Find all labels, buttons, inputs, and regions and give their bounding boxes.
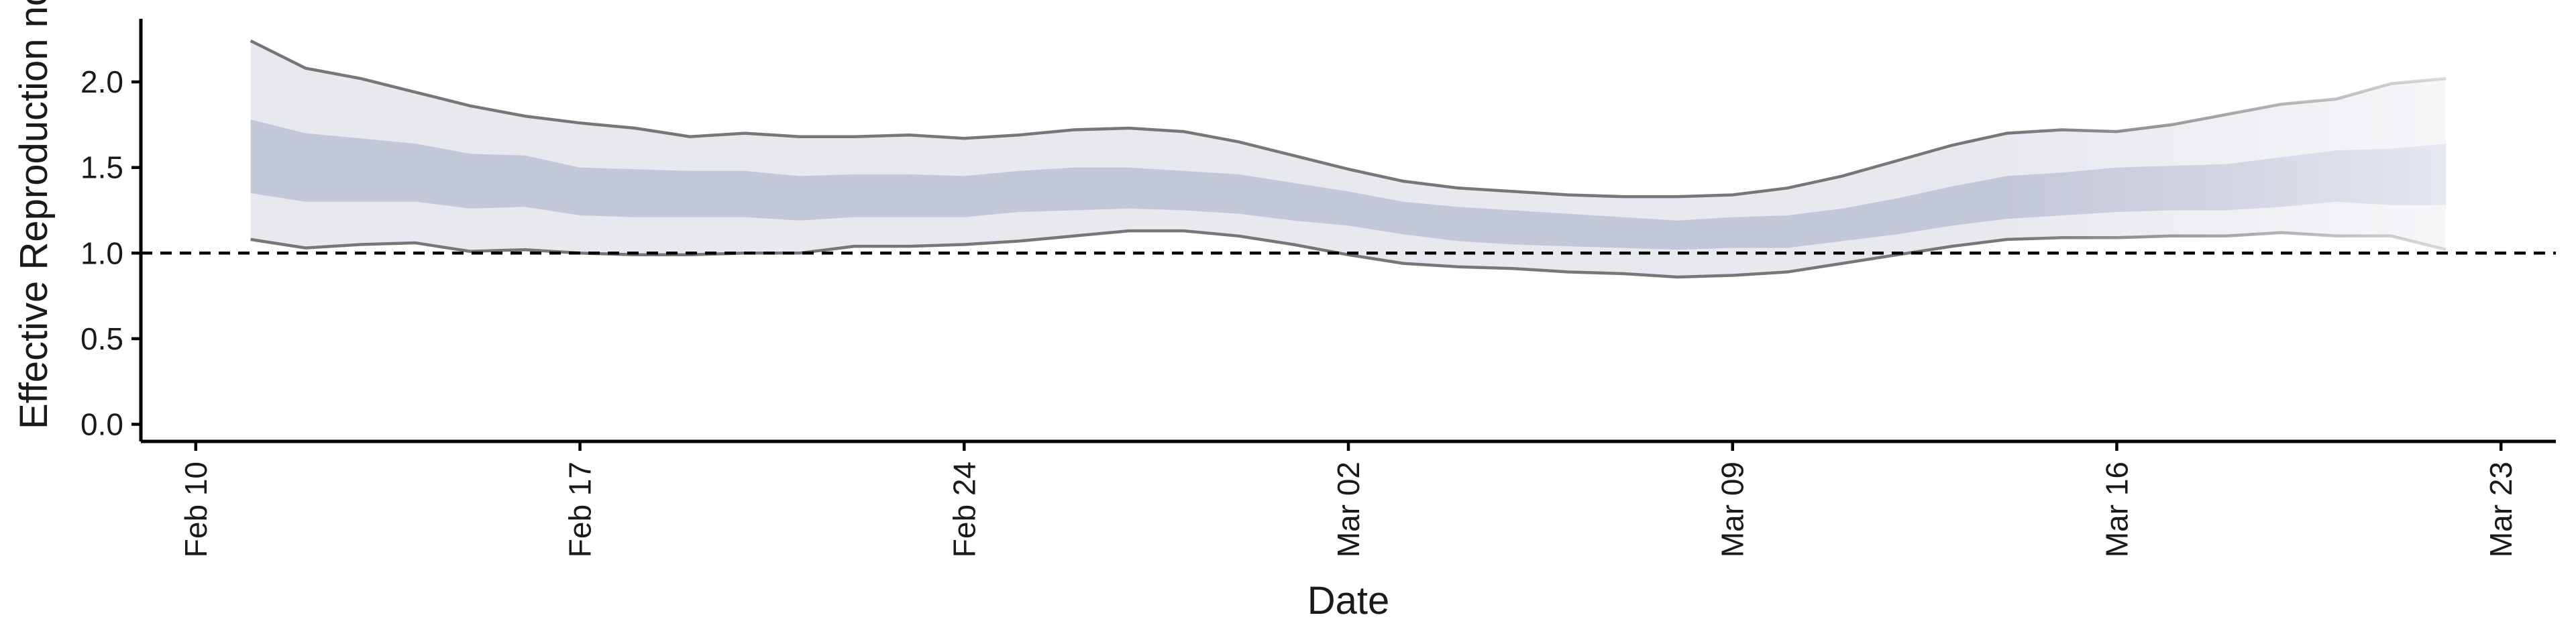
y-tick-label: 0.0 xyxy=(80,407,123,441)
y-tick-label: 0.5 xyxy=(80,321,123,356)
y-axis-title: Effective Reproduction no xyxy=(12,0,56,429)
y-tick-label: 1.0 xyxy=(80,235,123,270)
uncertainty-bands xyxy=(250,40,2447,278)
x-ticks: Feb 10 Feb 17 Feb 24 Mar 02 Mar 09 Mar 16 Mar … xyxy=(178,441,2518,557)
x-tick-label: Mar 02 xyxy=(1331,462,1366,557)
x-tick-label: Feb 17 xyxy=(563,462,598,557)
outer-interval-band xyxy=(250,40,2447,278)
inner-interval-band xyxy=(250,119,2447,250)
outer-upper-line xyxy=(250,39,2447,199)
x-tick-label: Mar 23 xyxy=(2483,462,2518,557)
x-tick-label: Mar 09 xyxy=(1715,462,1750,557)
y-tick-label: 2.0 xyxy=(80,64,123,99)
axes: 0.0 0.5 1.0 1.5 2.0 Feb 10 Feb 17 Feb 24 Mar 02… xyxy=(80,19,2556,557)
x-tick-label: Mar 16 xyxy=(2099,462,2134,557)
x-tick-label: Feb 10 xyxy=(178,462,213,557)
x-axis-title: Date xyxy=(1307,579,1390,623)
y-tick-label: 1.5 xyxy=(80,150,123,185)
y-ticks: 0.0 0.5 1.0 1.5 2.0 xyxy=(80,64,141,441)
x-tick-label: Feb 24 xyxy=(947,462,981,557)
